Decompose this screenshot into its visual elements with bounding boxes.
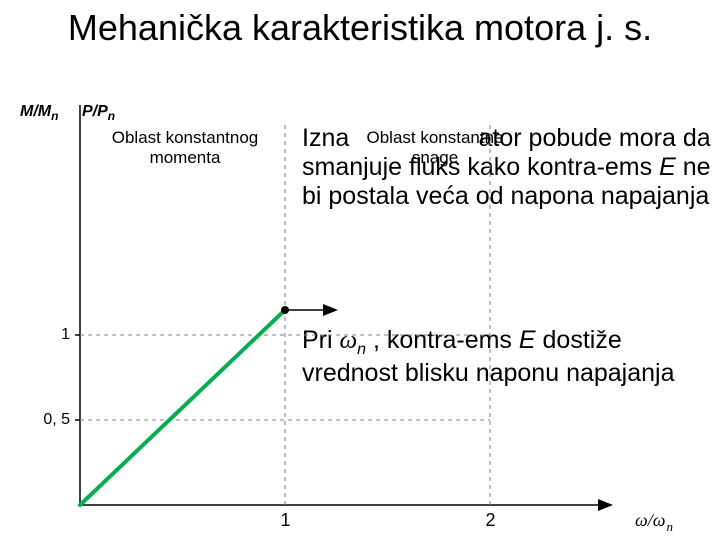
chart-svg [0, 0, 720, 540]
slide: Mehanička karakteristika motora j. s. M/… [0, 0, 720, 540]
